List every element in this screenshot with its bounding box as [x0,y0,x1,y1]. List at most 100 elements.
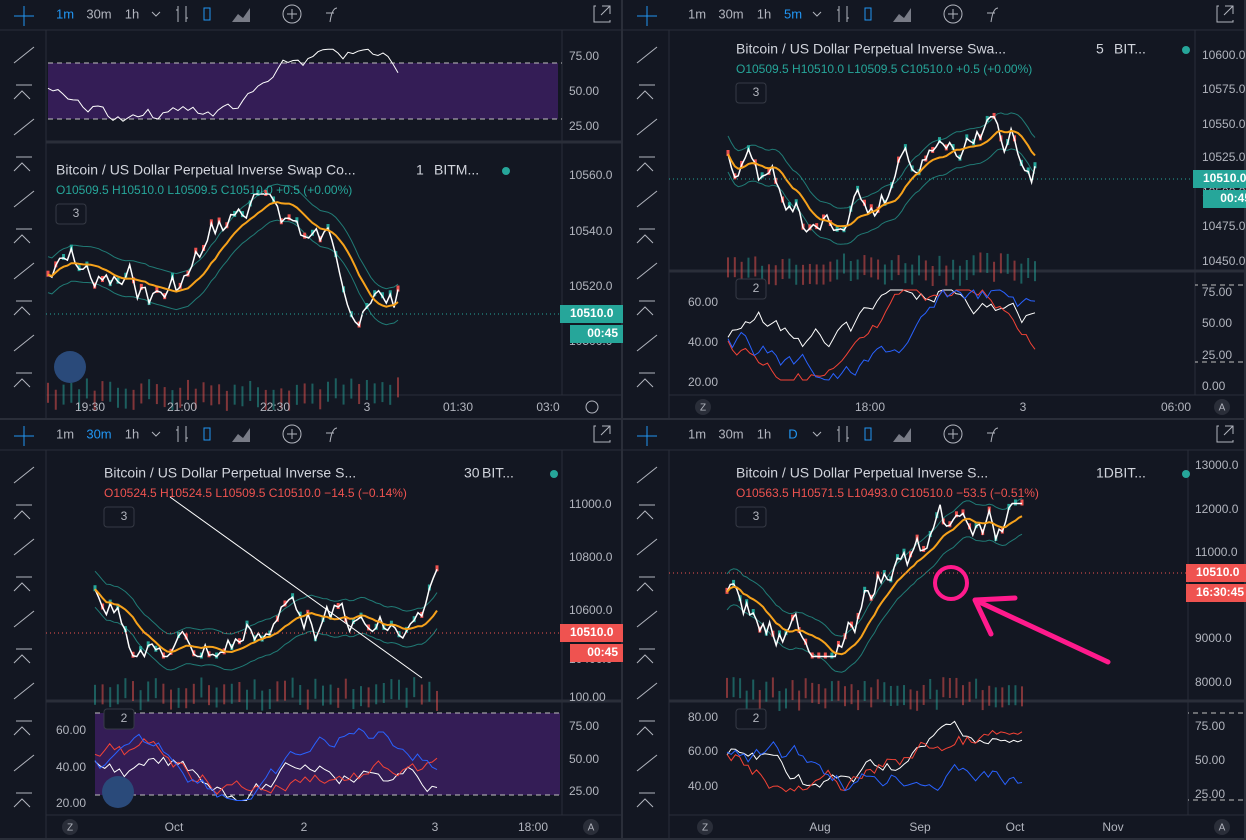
corner-label[interactable]: A [1219,403,1226,414]
timeframe-button[interactable]: 1m [56,426,74,441]
tool-icon[interactable] [13,262,35,280]
tool-icon[interactable] [13,754,35,772]
settings-icon[interactable] [585,400,599,414]
corner-button[interactable] [1214,399,1230,415]
timeframe-button[interactable]: 1h [757,426,771,441]
timeframe-button[interactable]: D [788,426,797,441]
tool-icon[interactable] [636,190,658,208]
indicator-badge-count[interactable]: 3 [753,85,760,99]
tool-icon[interactable] [636,576,655,592]
crosshair-icon[interactable] [14,6,34,26]
corner-label[interactable]: Z [700,403,706,414]
tool-icon[interactable] [636,720,655,736]
tool-icon[interactable] [636,754,658,772]
timeframe-button[interactable]: 30m [718,426,743,441]
crosshair-icon[interactable] [14,426,34,446]
tool-icon[interactable] [13,720,32,736]
indicator-badge[interactable] [735,708,767,730]
corner-label[interactable]: A [588,823,595,834]
maximize-icon[interactable] [1216,425,1234,443]
corner-button[interactable] [695,399,711,415]
indicator-icon[interactable] [282,4,302,24]
tool-icon[interactable] [636,46,658,64]
tool-icon[interactable] [636,466,658,484]
area-icon[interactable] [893,8,911,22]
indicator-icon[interactable] [943,4,963,24]
corner-label[interactable]: Z [702,823,708,834]
dropdown-icon[interactable] [151,11,161,17]
timeframe-button[interactable]: 5m [784,6,802,21]
candle-icon[interactable] [864,7,872,21]
tool-icon[interactable] [13,190,35,208]
tool-icon[interactable] [13,118,35,136]
area-icon[interactable] [232,428,250,442]
timeframe-button[interactable]: 1m [688,6,706,21]
corner-label[interactable]: Z [67,823,73,834]
tool-icon[interactable] [13,576,32,592]
tool-icon[interactable] [636,300,655,316]
indicator-badge-count[interactable]: 3 [73,206,80,220]
timeframe-button[interactable]: 1h [125,6,139,21]
bar-style-icon[interactable] [837,6,849,22]
tool-icon[interactable] [13,610,35,628]
tool-icon[interactable] [636,334,658,352]
tool-icon[interactable] [636,538,658,556]
timeframe-button[interactable]: 30m [86,6,111,21]
timeframe-button[interactable]: 1h [125,426,139,441]
area-icon[interactable] [232,8,250,22]
plus-icon[interactable] [287,429,297,439]
timeframe-button[interactable]: 30m [86,426,111,441]
tool-icon[interactable] [13,156,32,172]
tool-icon[interactable] [13,682,35,700]
tool-icon[interactable] [636,610,658,628]
indicator-badge[interactable] [103,708,135,730]
indicator-badge[interactable] [103,506,135,528]
candle-icon[interactable] [864,427,872,441]
indicator-icon[interactable] [943,424,963,444]
corner-label[interactable]: A [1219,823,1226,834]
area-icon[interactable] [893,428,911,442]
bar-style-icon[interactable] [176,6,188,22]
tool-icon[interactable] [636,262,658,280]
fx-icon[interactable] [987,7,999,23]
fx-icon[interactable] [326,7,338,23]
plus-icon[interactable] [287,9,297,19]
corner-button[interactable] [697,819,713,835]
bar-style-icon[interactable] [176,426,188,442]
indicator-badge-count[interactable]: 2 [121,711,128,725]
bar-style-icon[interactable] [837,426,849,442]
tool-icon[interactable] [636,792,655,808]
indicator-badge-count[interactable]: 3 [121,509,128,523]
indicator-badge-count[interactable]: 2 [753,281,760,295]
tool-icon[interactable] [13,300,32,316]
tool-icon[interactable] [13,504,32,520]
tool-icon[interactable] [636,648,655,664]
tool-icon[interactable] [13,334,35,352]
maximize-icon[interactable] [593,425,611,443]
indicator-badge[interactable] [55,203,87,225]
timeframe-button[interactable]: 1m [688,426,706,441]
tool-icon[interactable] [13,538,35,556]
indicator-badge[interactable] [735,82,767,104]
indicator-badge-count[interactable]: 2 [753,711,760,725]
timeframe-button[interactable]: 30m [718,6,743,21]
candle-icon[interactable] [203,427,211,441]
maximize-icon[interactable] [1216,5,1234,23]
tool-icon[interactable] [13,372,32,388]
dropdown-icon[interactable] [812,11,822,17]
timeframe-button[interactable]: 1m [56,6,74,21]
tool-icon[interactable] [636,504,655,520]
tool-icon[interactable] [13,46,35,64]
tool-icon[interactable] [13,228,32,244]
tool-icon[interactable] [636,228,655,244]
tool-icon[interactable] [13,84,32,100]
plus-icon[interactable] [948,9,958,19]
indicator-icon[interactable] [282,424,302,444]
tool-icon[interactable] [636,84,655,100]
tool-icon[interactable] [13,648,32,664]
tool-icon[interactable] [636,118,658,136]
fx-icon[interactable] [987,427,999,443]
dropdown-icon[interactable] [151,431,161,437]
plus-icon[interactable] [948,429,958,439]
fx-icon[interactable] [326,427,338,443]
